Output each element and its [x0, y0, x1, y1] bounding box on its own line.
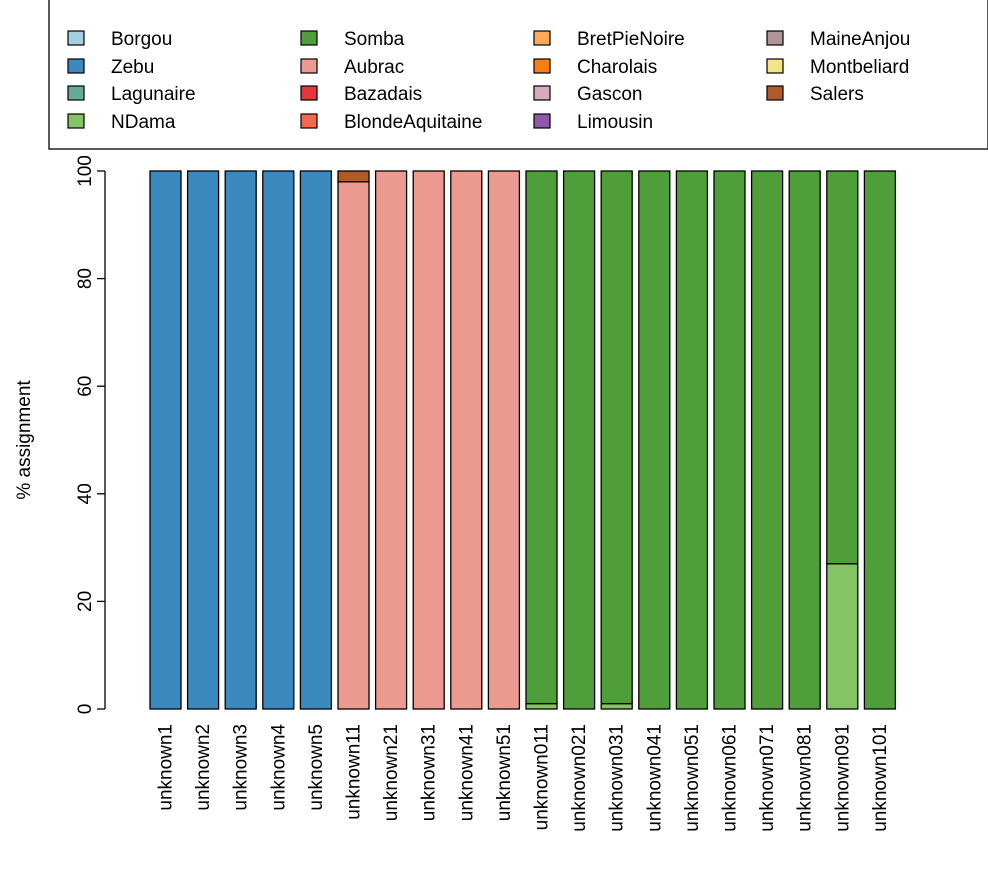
bar-segment-Somba-unknown031 [600, 170, 633, 705]
legend-swatch-Aubrac [300, 58, 318, 74]
bar-segment-Aubrac-unknown21 [374, 170, 408, 710]
bar-segment-NDama-unknown031 [600, 702, 633, 710]
bar-segment-Zebu-unknown2 [186, 170, 220, 710]
bar-segment-Zebu-unknown1 [149, 170, 182, 710]
bar-segment-Aubrac-unknown11 [337, 181, 370, 710]
bar-segment-Somba-unknown101 [863, 170, 897, 710]
legend-label-BlondeAquitaine: BlondeAquitaine [344, 112, 482, 133]
legend-box [48, 0, 988, 150]
x-tick-label: unknown081 [795, 724, 816, 832]
legend-swatch-Charolais [533, 58, 551, 74]
legend-swatch-Bazadais [300, 85, 318, 101]
bar-segment-Somba-unknown061 [713, 170, 746, 710]
x-tick-label: unknown21 [381, 724, 402, 821]
x-tick-label: unknown2 [193, 724, 214, 811]
bar-segment-NDama-unknown011 [525, 702, 558, 710]
bar-segment-Somba-unknown081 [788, 170, 821, 710]
x-axis: unknown1 unknown2 unknown3 unknown4 unknown5… [156, 724, 891, 832]
legend-label-BretPieNoire: BretPieNoire [577, 29, 685, 50]
bar-segment-NDama-unknown091 [826, 563, 859, 710]
legend-swatch-Salers [766, 85, 784, 101]
legend-swatch-BretPieNoire [533, 30, 551, 46]
x-tick-label: unknown4 [268, 724, 289, 811]
legend-swatch-Montbeliard [766, 58, 784, 74]
y-axis-label: % assignment [14, 380, 35, 500]
legend-label-MaineAnjou: MaineAnjou [810, 29, 910, 50]
legend-swatch-BlondeAquitaine [300, 113, 318, 129]
legend-label-NDama: NDama [111, 112, 176, 133]
bar-segment-Aubrac-unknown41 [450, 170, 483, 710]
y-tick-label: 60 [75, 376, 96, 397]
y-tick-label: 0 [75, 704, 96, 715]
legend-swatch-Borgou [67, 30, 85, 46]
bars-layer [149, 170, 897, 710]
legend-swatch-Limousin [533, 113, 551, 129]
legend-label-Lagunaire: Lagunaire [111, 84, 196, 105]
x-tick-label: unknown011 [532, 724, 553, 830]
legend-label-Gascon: Gascon [577, 84, 642, 105]
legend-label-Somba: Somba [344, 29, 405, 50]
bar-segment-Somba-unknown021 [562, 170, 596, 710]
legend-swatch-Zebu [67, 58, 85, 74]
bar-segment-Somba-unknown091 [826, 170, 859, 565]
legend-swatch-Somba [300, 30, 318, 46]
x-tick-label: unknown51 [494, 724, 515, 821]
x-tick-label: unknown031 [607, 724, 628, 832]
bar-segment-Somba-unknown041 [638, 170, 671, 710]
legend-label-Zebu: Zebu [111, 57, 154, 78]
y-axis: 0 20 40 60 80 100 [75, 155, 106, 715]
legend-label-Aubrac: Aubrac [344, 57, 404, 78]
y-tick-label: 100 [75, 155, 96, 187]
y-tick-label: 20 [75, 591, 96, 612]
bar-segment-Salers-unknown11 [337, 170, 370, 183]
x-tick-label: unknown1 [156, 724, 177, 811]
bar-segment-Aubrac-unknown51 [487, 170, 521, 710]
legend-label-Borgou: Borgou [111, 29, 172, 50]
x-tick-label: unknown061 [720, 724, 741, 832]
legend-swatch-Lagunaire [67, 85, 85, 101]
legend-label-Salers: Salers [810, 84, 864, 105]
x-tick-label: unknown041 [644, 724, 665, 832]
x-tick-label: unknown11 [344, 724, 365, 820]
bar-segment-Zebu-unknown3 [224, 170, 257, 710]
x-tick-label: unknown31 [419, 724, 440, 821]
legend-label-Montbeliard: Montbeliard [810, 57, 909, 78]
x-tick-label: unknown101 [870, 724, 891, 832]
bar-segment-Somba-unknown011 [525, 170, 558, 705]
y-tick-label: 40 [75, 483, 96, 504]
x-tick-label: unknown41 [456, 724, 477, 821]
legend-label-Charolais: Charolais [577, 57, 657, 78]
legend-swatch-MaineAnjou [766, 30, 784, 46]
legend-swatch-Gascon [533, 85, 551, 101]
legend: Borgou Zebu Lagunaire NDama Somba Aubrac Bazad… [48, 0, 988, 150]
bar-segment-Somba-unknown071 [750, 170, 784, 710]
bar-segment-Aubrac-unknown31 [412, 170, 445, 710]
x-tick-label: unknown091 [832, 724, 853, 832]
legend-swatch-NDama [67, 113, 85, 129]
x-tick-label: unknown5 [306, 724, 327, 811]
bar-segment-Zebu-unknown5 [299, 170, 333, 710]
x-tick-label: unknown051 [682, 724, 703, 832]
y-tick-label: 80 [75, 268, 96, 289]
x-tick-label: unknown3 [231, 724, 252, 811]
legend-label-Bazadais: Bazadais [344, 84, 422, 105]
bar-segment-Zebu-unknown4 [262, 170, 295, 710]
bar-segment-Somba-unknown051 [675, 170, 709, 710]
legend-label-Limousin: Limousin [577, 112, 653, 133]
x-tick-label: unknown071 [757, 724, 778, 832]
x-tick-label: unknown021 [569, 724, 590, 832]
